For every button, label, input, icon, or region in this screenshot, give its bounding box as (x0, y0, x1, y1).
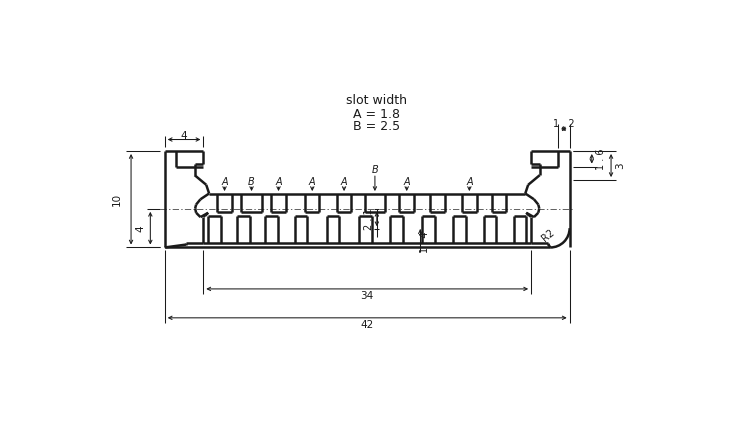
Text: 10: 10 (112, 193, 121, 206)
Text: A: A (309, 177, 315, 187)
Text: 4: 4 (181, 131, 187, 141)
Text: 1 . 6: 1 . 6 (596, 148, 606, 169)
Text: A: A (403, 177, 410, 187)
Text: B: B (248, 177, 255, 187)
Text: 42: 42 (360, 320, 374, 330)
Text: 1 . 4: 1 . 4 (420, 232, 430, 253)
Text: A: A (221, 177, 228, 187)
Text: A: A (340, 177, 347, 187)
Text: 34: 34 (360, 291, 374, 300)
Text: 4: 4 (135, 225, 146, 232)
Text: slot width: slot width (346, 95, 407, 107)
Text: R2: R2 (540, 228, 556, 244)
Text: A: A (275, 177, 282, 187)
Text: 3: 3 (615, 162, 625, 169)
Text: B: B (371, 165, 378, 175)
Text: A: A (466, 177, 473, 187)
Text: 2 . 1: 2 . 1 (364, 208, 374, 230)
Text: B = 2.5: B = 2.5 (353, 121, 400, 134)
Text: A = 1.8: A = 1.8 (353, 108, 400, 121)
Text: 1 . 2: 1 . 2 (553, 119, 575, 129)
